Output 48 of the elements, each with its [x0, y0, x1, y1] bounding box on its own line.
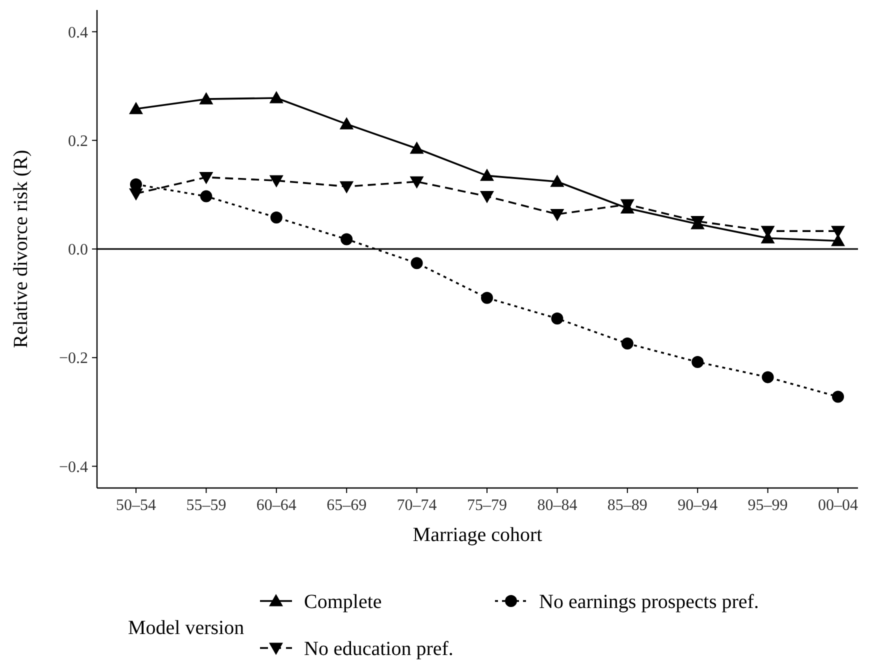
point	[832, 390, 844, 403]
x-tick-label: 90–94	[678, 497, 718, 514]
point	[340, 181, 354, 194]
legend-title: Model version	[128, 617, 244, 639]
x-tick-label: 85–89	[607, 497, 648, 514]
x-tick-label: 55–59	[186, 497, 226, 514]
point	[692, 356, 704, 368]
point	[480, 191, 494, 204]
x-tick-label: 70–74	[396, 497, 437, 514]
y-tick-label: −0.4	[58, 458, 88, 476]
x-tick-label: 65–69	[326, 497, 367, 514]
point	[410, 176, 424, 189]
point	[199, 92, 214, 104]
point	[340, 233, 353, 246]
point	[340, 117, 354, 130]
y-tick-label: 0.0	[68, 242, 88, 259]
point	[199, 172, 214, 184]
point	[410, 257, 423, 270]
point	[270, 211, 282, 224]
point	[480, 168, 494, 181]
y-tick-label: 0.2	[68, 132, 88, 150]
point	[550, 208, 564, 222]
point	[129, 102, 143, 114]
x-tick-label: 80–84	[537, 497, 578, 514]
point	[269, 90, 284, 104]
x-tick-label: 75–79	[467, 497, 507, 514]
point	[831, 234, 845, 246]
x-tick-label: 60–64	[256, 497, 296, 514]
point	[550, 174, 564, 187]
y-tick-label: −0.2	[58, 350, 88, 368]
point	[831, 226, 845, 238]
x-tick-label: 95–99	[748, 497, 788, 514]
x-tick-label: 00–04	[818, 497, 858, 514]
y-tick-label: 0.4	[68, 24, 88, 42]
point	[129, 188, 143, 201]
x-axis-title: Marriage cohort	[412, 524, 543, 546]
x-tick-label: 50–54	[116, 497, 156, 514]
y-axis-title: Relative divorce risk (R)	[10, 150, 32, 348]
legend-label: No earnings prospects pref.	[539, 591, 759, 613]
point	[269, 175, 284, 188]
point	[551, 312, 564, 325]
point	[762, 371, 774, 384]
point	[410, 142, 424, 154]
legend-label: No education pref.	[304, 638, 454, 660]
legend-label: Complete	[304, 591, 382, 613]
point	[621, 338, 634, 350]
point	[200, 190, 212, 202]
point	[481, 292, 493, 304]
